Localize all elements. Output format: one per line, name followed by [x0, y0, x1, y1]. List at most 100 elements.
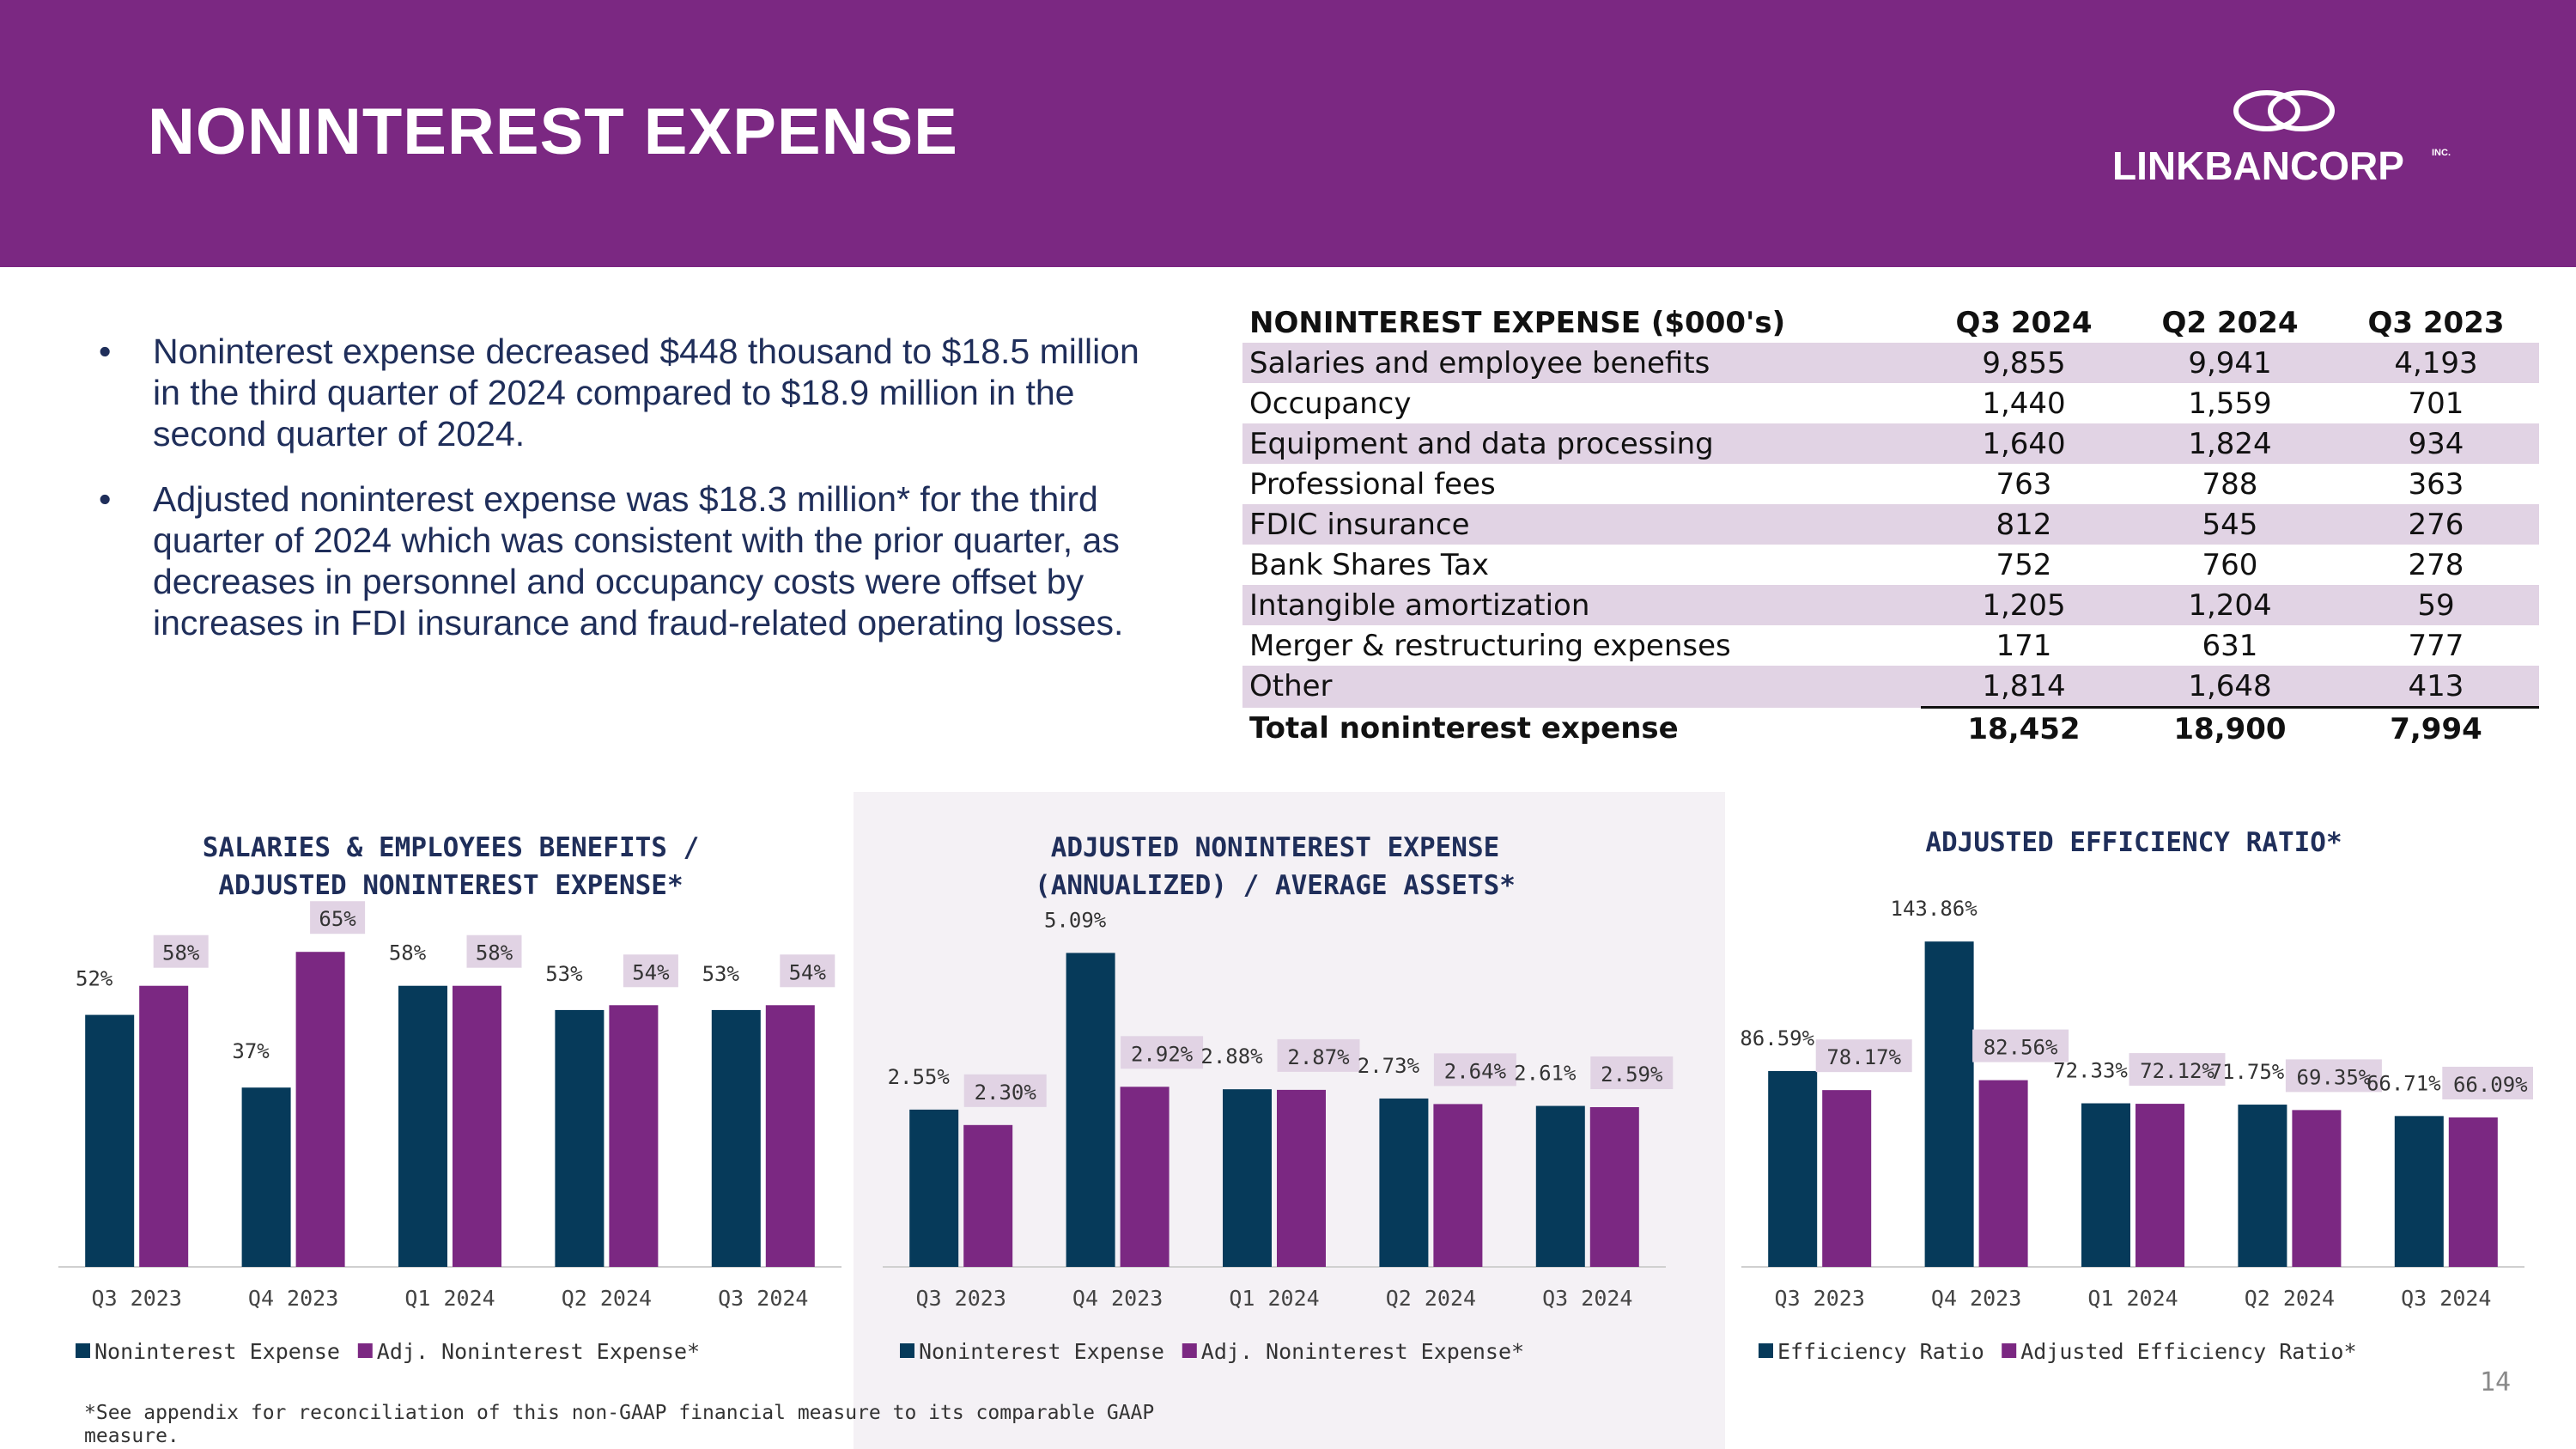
data-label-box — [780, 954, 835, 988]
row-value: 9,941 — [2127, 343, 2333, 383]
data-label: 2.30% — [975, 1081, 1037, 1105]
category-label: Q3 2023 — [916, 1286, 1006, 1311]
total-value: 18,452 — [1921, 706, 2127, 749]
bar-series-2 — [1589, 1106, 1639, 1267]
category-label: Q2 2024 — [562, 1286, 652, 1311]
data-label: 66.71% — [2366, 1071, 2441, 1095]
bullet-dot-icon: • — [99, 332, 112, 371]
row-value: 631 — [2202, 628, 2258, 663]
data-label-box — [1590, 1056, 1674, 1089]
data-label-box — [310, 901, 366, 935]
row-value: 1,205 — [1921, 585, 2127, 625]
category-label: Q3 2024 — [1542, 1286, 1632, 1311]
data-label: 2.59% — [1601, 1062, 1663, 1087]
bar-series-2 — [1822, 1090, 1872, 1267]
table-row: Merger & restructuring expenses 171 631 777 — [1242, 625, 2539, 666]
row-value: 171 — [1996, 628, 2052, 663]
bar-series-2 — [2136, 1104, 2184, 1267]
data-label: 78.17% — [1826, 1045, 1901, 1069]
row-value: 777 — [2408, 628, 2464, 663]
data-label: 66.09% — [2453, 1073, 2528, 1097]
row-value: 545 — [2127, 504, 2333, 545]
row-value: 363 — [2408, 466, 2464, 502]
category-label: Q4 2023 — [1931, 1286, 2021, 1311]
total-label: Total noninterest expense — [1249, 710, 1679, 746]
bar-series-1 — [1066, 953, 1115, 1267]
table-header: NONINTEREST EXPENSE ($000's) — [1249, 305, 1786, 340]
data-label: 2.92% — [1131, 1042, 1194, 1066]
data-label: 72.12% — [2140, 1059, 2215, 1083]
category-label: Q2 2024 — [1386, 1286, 1476, 1311]
row-value: 413 — [2333, 666, 2539, 708]
bullet-text: Adjusted noninterest expense was $18.3 m… — [153, 479, 1124, 642]
bar-series-1 — [1535, 1105, 1585, 1267]
bar-series-2 — [1277, 1089, 1326, 1267]
row-value: 763 — [1996, 466, 2052, 502]
bullet-text: Noninterest expense decreased $448 thous… — [153, 332, 1139, 454]
table-row: FDIC insurance 812 545 276 — [1242, 504, 2539, 545]
table-row: Occupancy 1,440 1,559 701 — [1242, 383, 2539, 423]
bar-series-1 — [2394, 1116, 2444, 1267]
data-label: 54% — [789, 960, 827, 984]
row-label: Salaries and employee benefits — [1242, 343, 1921, 383]
category-label: Q3 2024 — [2401, 1286, 2491, 1311]
bar-series-1 — [398, 985, 447, 1267]
data-label-box — [1121, 1036, 1204, 1069]
bar-series-1 — [1768, 1070, 1818, 1267]
bar-series-1 — [909, 1109, 959, 1267]
row-value: 752 — [1996, 547, 2052, 582]
chart-svg: SALARIES & EMPLOYEES BENEFITS / ADJUSTED … — [58, 832, 841, 1364]
row-value: 276 — [2333, 504, 2539, 545]
bar-series-1 — [2081, 1103, 2130, 1267]
bar-series-2 — [295, 952, 345, 1267]
bar-series-2 — [609, 1005, 659, 1267]
row-label: Professional fees — [1249, 466, 1496, 502]
bar-series-2 — [1978, 1080, 2028, 1267]
bar-series-1 — [555, 1009, 605, 1267]
data-label-box — [1815, 1039, 1912, 1073]
row-value: 59 — [2333, 585, 2539, 625]
row-label: Bank Shares Tax — [1249, 547, 1489, 582]
data-label: 52% — [76, 967, 113, 991]
header-banner: NONINTEREST EXPENSE LINKBANCORP INC. — [0, 0, 2576, 267]
chart-title: SALARIES & EMPLOYEES BENEFITS / — [203, 832, 700, 863]
data-label: 72.33% — [2053, 1059, 2128, 1083]
data-label-box — [623, 954, 678, 988]
legend-label: Efficiency Ratio — [1777, 1339, 1984, 1364]
data-label-box — [1277, 1038, 1360, 1072]
data-label-box — [466, 935, 522, 968]
data-label: 143.86% — [1891, 897, 1978, 921]
logo-rings-icon — [2233, 90, 2335, 131]
bar-series-1 — [1223, 1089, 1272, 1267]
table-header: Q3 2024 — [1955, 305, 2093, 340]
salaries-ratio-chart: SALARIES & EMPLOYEES BENEFITS / ADJUSTED … — [52, 807, 850, 1396]
table-header: Q3 2023 — [2367, 305, 2505, 340]
category-label: Q4 2023 — [248, 1286, 338, 1311]
total-value: 18,900 — [2127, 706, 2333, 749]
table-row: Bank Shares Tax 752 760 278 — [1242, 545, 2539, 585]
data-label: 58% — [476, 941, 513, 965]
row-value: 1,814 — [1921, 666, 2127, 708]
data-label: 54% — [632, 960, 670, 984]
page-number: 14 — [2480, 1367, 2512, 1397]
table-row: Salaries and employee benefits 9,855 9,941… — [1242, 343, 2539, 383]
table-header-row: NONINTEREST EXPENSE ($000's) Q3 2024 Q2 … — [1242, 302, 2539, 343]
chart-title: (ANNUALIZED) / AVERAGE ASSETS* — [1035, 870, 1516, 901]
data-label: 2.73% — [1358, 1054, 1420, 1078]
row-label: Occupancy — [1249, 386, 1412, 421]
chart-svg: ADJUSTED NONINTEREST EXPENSE (ANNUALIZED)… — [883, 832, 1674, 1364]
legend-swatch — [2002, 1343, 2017, 1358]
category-label: Q3 2023 — [1775, 1286, 1865, 1311]
category-label: Q4 2023 — [1072, 1286, 1163, 1311]
bar-series-1 — [85, 1014, 135, 1267]
bar-series-1 — [241, 1087, 291, 1267]
row-value: 4,193 — [2333, 343, 2539, 383]
table-header: Q2 2024 — [2161, 305, 2299, 340]
bar-series-1 — [1924, 941, 1974, 1267]
legend-swatch — [76, 1343, 90, 1358]
row-value: 1,640 — [1921, 423, 2127, 464]
table-row: Intangible amortization 1,205 1,204 59 — [1242, 585, 2539, 625]
row-label: FDIC insurance — [1242, 504, 1921, 545]
legend-swatch — [357, 1343, 373, 1358]
row-value: 812 — [1921, 504, 2127, 545]
